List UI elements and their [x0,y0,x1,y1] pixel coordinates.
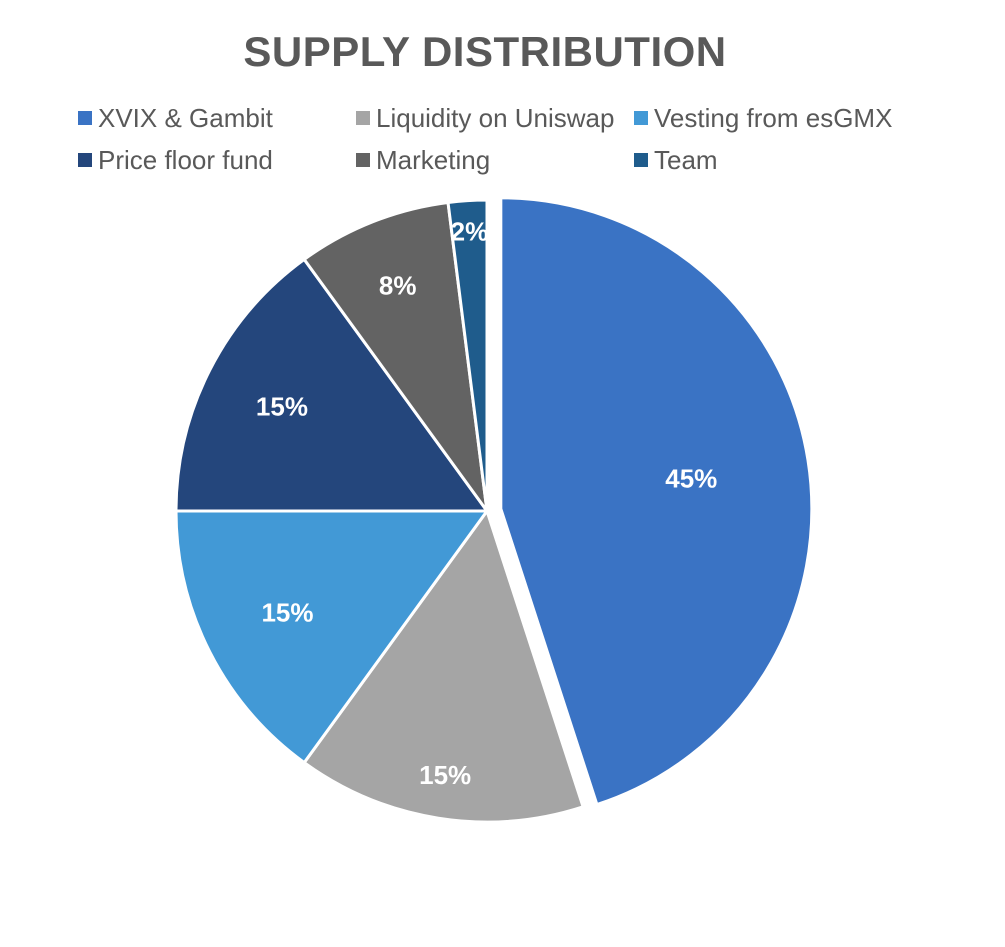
legend-label-xvix-gambit: XVIX & Gambit [98,102,273,133]
legend-item-marketing: Marketing [356,145,490,175]
slice-label-vesting-from-esgmx: 15% [261,598,313,628]
slice-label-team: 2% [451,217,489,247]
legend-item-xvix-gambit: XVIX & Gambit [78,103,273,133]
legend-swatch-team [634,153,648,167]
legend-label-vesting-from-esgmx: Vesting from esGMX [654,102,893,133]
legend-item-liquidity-on-uniswap: Liquidity on Uniswap [356,103,614,133]
slice-label-liquidity-on-uniswap: 15% [419,760,471,790]
slice-label-marketing: 8% [379,270,417,300]
legend-swatch-vesting-from-esgmx [634,111,648,125]
legend-label-price-floor-fund: Price floor fund [98,144,273,175]
legend-swatch-xvix-gambit [78,111,92,125]
legend-label-liquidity-on-uniswap: Liquidity on Uniswap [376,102,615,133]
pie-slice-price-floor-fund [174,257,489,513]
pie-slice-xvix-gambit [499,196,814,807]
pie-slice-vesting-from-esgmx [174,509,489,765]
pie-slice-liquidity-on-uniswap [302,509,585,824]
legend-swatch-marketing [356,153,370,167]
chart-title: SUPPLY DISTRIBUTION [243,28,727,75]
legend-item-vesting-from-esgmx: Vesting from esGMX [634,103,892,133]
legend-label-marketing: Marketing [376,144,491,175]
pie-slice-marketing [302,200,489,513]
slice-label-price-floor-fund: 15% [256,392,308,422]
legend-label-team: Team [654,144,718,175]
slice-label-xvix-gambit: 45% [665,464,717,494]
legend-swatch-price-floor-fund [78,153,92,167]
legend-item-team: Team [634,145,718,175]
legend-swatch-liquidity-on-uniswap [356,111,370,125]
pie-slice-team [446,198,489,513]
legend-item-price-floor-fund: Price floor fund [78,145,273,175]
